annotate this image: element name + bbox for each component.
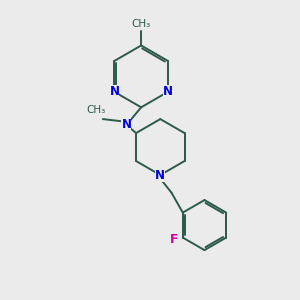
Text: N: N xyxy=(155,169,165,182)
Text: CH₃: CH₃ xyxy=(87,105,106,115)
Text: N: N xyxy=(110,85,119,98)
Text: F: F xyxy=(170,232,179,246)
Text: CH₃: CH₃ xyxy=(131,19,151,29)
Text: N: N xyxy=(163,85,173,98)
Text: N: N xyxy=(122,118,131,131)
